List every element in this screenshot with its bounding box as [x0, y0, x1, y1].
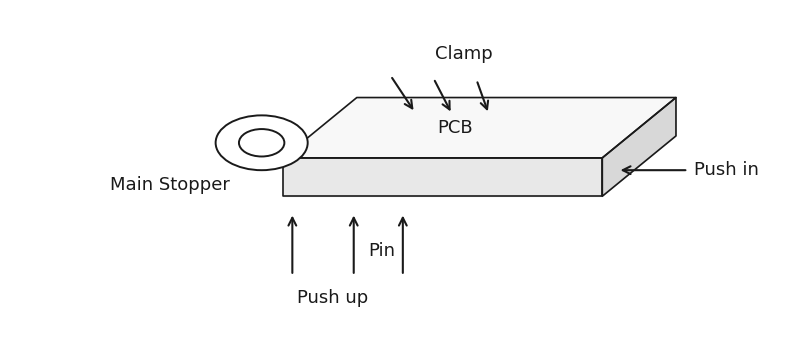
Text: Main Stopper: Main Stopper	[109, 176, 230, 194]
Polygon shape	[284, 98, 676, 158]
Ellipse shape	[215, 115, 308, 170]
Text: Pin: Pin	[367, 242, 395, 260]
Ellipse shape	[239, 129, 284, 157]
Polygon shape	[284, 158, 603, 196]
Text: PCB: PCB	[437, 119, 473, 137]
Polygon shape	[603, 98, 676, 196]
Text: Push up: Push up	[297, 289, 367, 307]
Text: Push in: Push in	[695, 161, 760, 179]
Text: Clamp: Clamp	[436, 45, 493, 63]
